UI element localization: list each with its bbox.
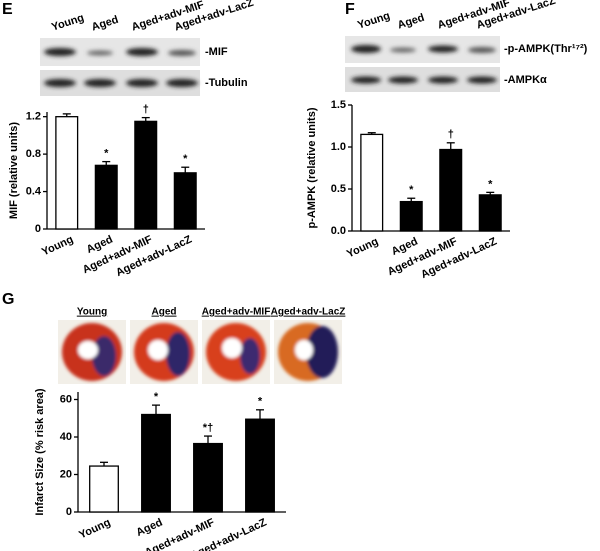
blot-label: -p-AMPK(Thr¹⁷²)	[504, 43, 588, 55]
image-label: Aged+adv-MIF	[202, 307, 271, 318]
annotation: *	[183, 153, 188, 165]
annotation: †	[143, 104, 149, 116]
y-axis-label: p-AMPK (relative units)	[306, 107, 318, 228]
annotation: *	[258, 396, 263, 408]
lane-label: Aged	[396, 12, 426, 32]
y-tick-label: 0	[35, 223, 41, 235]
blot-label: -MIF	[205, 46, 228, 58]
bar	[193, 442, 223, 513]
lane-label: Young	[50, 12, 85, 34]
y-tick-label: 0.4	[26, 185, 42, 197]
x-tick-label: Young	[77, 516, 112, 541]
panel-label: E	[2, 1, 13, 18]
image-label: Young	[77, 307, 107, 318]
lane-label: Aged	[90, 14, 120, 34]
blot-e	[40, 38, 200, 96]
annotation: *	[488, 178, 493, 190]
y-tick-label: 60	[60, 393, 72, 405]
bar	[360, 133, 384, 232]
annotation: *	[154, 391, 159, 403]
y-tick-label: 40	[60, 431, 72, 443]
blot-label: -Tubulin	[205, 77, 248, 89]
bar	[134, 120, 158, 230]
blot-f	[345, 36, 500, 92]
bar	[94, 164, 118, 230]
bar	[478, 194, 502, 232]
bar	[399, 200, 423, 232]
annotation: *	[409, 184, 414, 196]
y-tick-label: 1.0	[331, 141, 346, 153]
bar	[89, 465, 119, 513]
x-tick-label: Young	[40, 233, 75, 258]
heart-images	[58, 320, 342, 384]
image-label: Aged	[152, 307, 177, 318]
panel-label: G	[2, 291, 14, 308]
annotation: *	[104, 148, 109, 160]
y-tick-label: 0.0	[331, 225, 346, 237]
x-tick-label: Young	[345, 235, 380, 260]
bar	[141, 413, 171, 513]
y-axis-label: MIF (relative units)	[8, 122, 20, 220]
x-tick-label: Aged	[135, 516, 165, 538]
y-tick-label: 1.2	[26, 111, 41, 123]
annotation: *†	[203, 422, 213, 434]
bar	[439, 148, 463, 232]
image-label: Aged+adv-LacZ	[271, 307, 346, 318]
y-tick-label: 0.8	[26, 148, 41, 160]
annotation: †	[448, 129, 454, 141]
y-axis-label: Infarct Size (% risk area)	[34, 388, 46, 516]
bar	[55, 116, 79, 230]
lane-label: Young	[356, 10, 391, 32]
y-tick-label: 20	[60, 468, 72, 480]
blot-label: -AMPKα	[504, 74, 547, 86]
bar	[245, 418, 275, 513]
y-tick-label: 1.5	[331, 99, 346, 111]
y-tick-label: 0	[66, 506, 72, 518]
y-tick-label: 0.5	[331, 183, 346, 195]
bar	[173, 172, 197, 230]
panel-label: F	[345, 1, 355, 18]
